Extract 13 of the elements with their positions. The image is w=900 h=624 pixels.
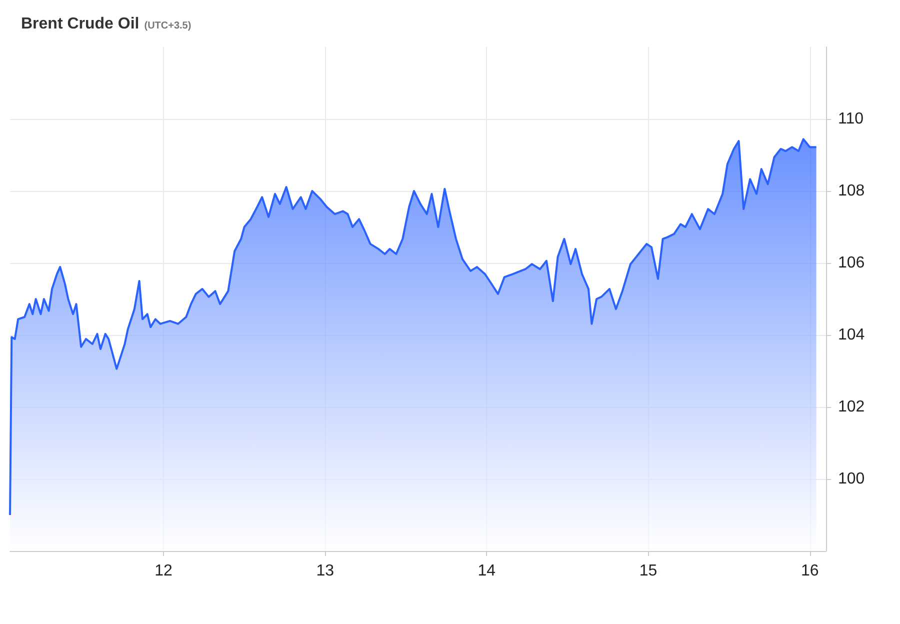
y-tick-label: 104: [838, 326, 865, 344]
y-tick-label: 106: [838, 254, 865, 272]
x-tick-label: 16: [800, 562, 819, 580]
x-tick-label: 13: [316, 562, 334, 580]
y-tick-label: 102: [838, 398, 865, 416]
x-tick-label: 15: [639, 562, 658, 580]
chart-title: Brent Crude Oil: [21, 16, 140, 32]
y-tick-label: 100: [838, 470, 865, 488]
y-tick-label: 110: [838, 110, 864, 128]
chart-subtitle: (UTC+3.5): [144, 20, 192, 32]
x-tick-label: 14: [478, 562, 496, 580]
y-tick-label: 108: [838, 182, 865, 200]
x-tick-label: 12: [154, 562, 173, 580]
